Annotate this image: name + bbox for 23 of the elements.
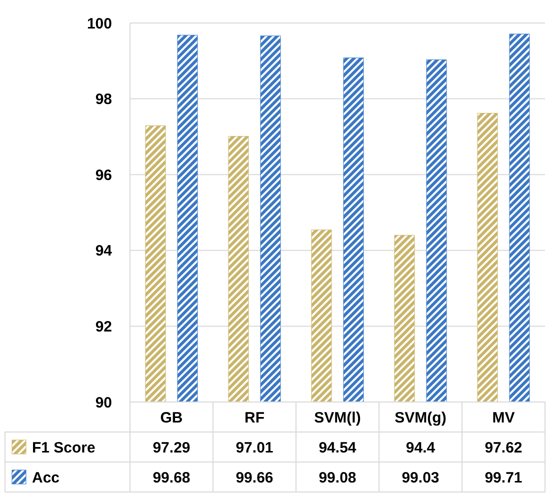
y-tick-label: 100	[86, 15, 112, 32]
data-label: 97.01	[236, 439, 274, 456]
x-tick-label: SVM(l)	[314, 409, 361, 426]
x-tick-label: SVM(g)	[394, 409, 446, 426]
x-tick-label: MV	[492, 409, 515, 426]
y-tick-label: 92	[95, 318, 112, 336]
legend-label: F1 Score	[32, 439, 96, 456]
data-label: 99.03	[402, 469, 440, 486]
data-label: 99.71	[484, 469, 522, 486]
y-tick-label: 90	[95, 394, 112, 412]
x-tick-label: RF	[244, 409, 264, 426]
y-tick-label: 94	[95, 242, 113, 260]
data-label: 97.29	[152, 439, 190, 456]
data-label: 97.62	[484, 439, 522, 456]
data-label: 99.66	[236, 469, 274, 486]
data-label: 99.68	[152, 469, 190, 486]
y-tick-label: 98	[95, 91, 112, 108]
data-label: 94.4	[406, 439, 436, 456]
legend-label: Acc	[32, 469, 60, 486]
data-label: 99.08	[318, 469, 356, 486]
x-tick-label: GB	[160, 409, 183, 426]
y-tick-label: 96	[95, 166, 112, 184]
data-label: 94.54	[318, 439, 357, 456]
